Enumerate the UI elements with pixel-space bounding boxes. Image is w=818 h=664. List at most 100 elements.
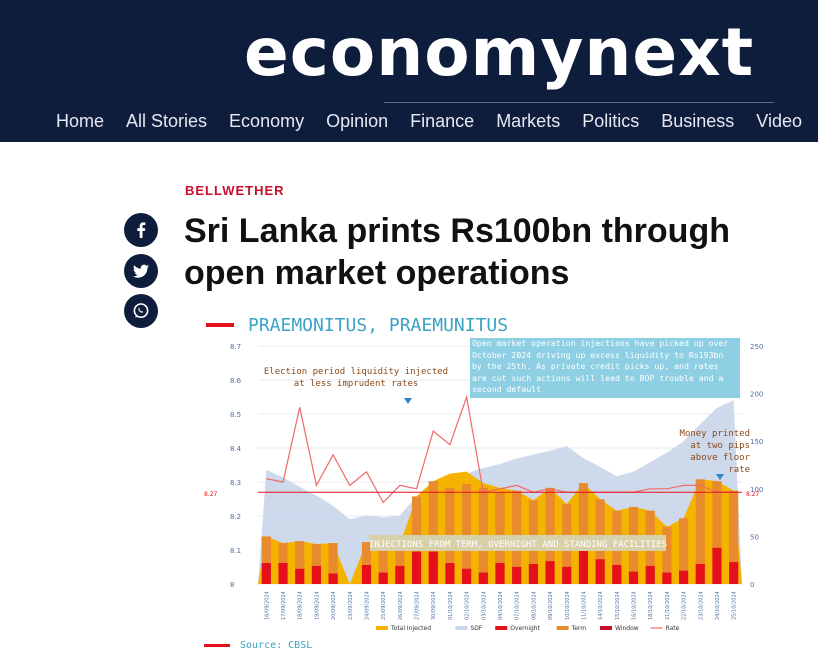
facebook-icon — [137, 222, 146, 238]
annotation-box-text-wrap: Open market operation injections have pi… — [472, 338, 728, 394]
nav-item-home[interactable]: Home — [56, 111, 105, 131]
chart-legend: Total Injected SDF Overnight Term Window Rate — [376, 625, 680, 632]
site-header: economynext Home All Stories Economy Opi… — [0, 0, 818, 142]
overnight-bar — [628, 571, 639, 584]
overnight-bar — [378, 572, 388, 584]
x-tick-label: 10/10/2024 — [565, 591, 571, 620]
election-annotation: Election period liquidity injected at le… — [263, 367, 449, 389]
injections-annotation: INJECTIONS FROM TERM, OVERNIGHT AND STAN… — [369, 540, 667, 550]
election-arrow-icon — [404, 398, 412, 404]
left-tick-label: 8 — [230, 581, 234, 589]
term-bar — [311, 544, 322, 584]
x-tick-label: 14/10/2024 — [598, 591, 604, 620]
nav-divider — [384, 102, 774, 103]
overnight-bar — [478, 572, 488, 584]
overnight-bar — [695, 564, 705, 584]
overnight-bar — [295, 568, 305, 584]
whatsapp-share-button[interactable] — [124, 294, 158, 328]
x-tick-label: 21/10/2024 — [665, 591, 671, 620]
whatsapp-icon — [133, 303, 149, 319]
nav-item-finance[interactable]: Finance — [410, 111, 475, 131]
nav-item-politics[interactable]: Politics — [582, 111, 640, 131]
left-tick-label: 8.5 — [230, 411, 241, 419]
nav-item-markets[interactable]: Markets — [496, 111, 561, 131]
article-chart: PRAEMONITUS, PRAEMUNITUS 8 8.1 8.2 8.3 8.4 8.… — [200, 306, 770, 664]
left-tick-label: 8.2 — [230, 513, 241, 521]
legend-swatch — [376, 626, 388, 630]
nav-item-business[interactable]: Business — [661, 111, 735, 131]
left-tick-label: 8.4 — [230, 445, 242, 453]
overnight-bar — [445, 563, 455, 584]
term-bar — [428, 481, 438, 584]
x-tick-label: 25/10/2024 — [732, 591, 738, 620]
x-tick-label: 16/10/2024 — [632, 591, 638, 620]
x-tick-label: 22/10/2024 — [682, 591, 688, 620]
term-bar — [712, 481, 722, 584]
x-axis: 16/09/2024 17/09/2024 18/09/2024 19/09/2024… — [264, 591, 737, 620]
overnight-bar — [328, 573, 338, 584]
overnight-bar — [578, 549, 589, 584]
overnight-bar — [612, 564, 622, 584]
nav-item-video[interactable]: Video — [756, 111, 802, 131]
term-bar — [695, 479, 705, 584]
x-tick-label: 26/09/2024 — [398, 591, 404, 620]
rate-line — [266, 394, 734, 504]
x-tick-label: 24/10/2024 — [715, 591, 721, 620]
term-bar — [361, 542, 372, 584]
term-bar — [261, 536, 271, 584]
overnight-bar — [411, 551, 422, 584]
facebook-share-button[interactable] — [124, 213, 158, 247]
left-axis: 8 8.1 8.2 8.3 8.4 8.5 8.6 8.7 — [230, 343, 242, 589]
overnight-bar — [278, 563, 288, 584]
legend-swatch — [556, 626, 569, 630]
x-tick-label: 23/10/2024 — [698, 591, 704, 620]
overnight-bar — [595, 559, 605, 584]
x-tick-label: 19/09/2024 — [314, 591, 320, 620]
rate-marker-right: 8.27 — [746, 491, 760, 498]
term-bar — [295, 541, 305, 584]
overnight-bar — [495, 563, 505, 584]
main-nav: Home All Stories Economy Opinion Finance… — [56, 108, 818, 134]
left-tick-label: 8.6 — [230, 377, 242, 385]
excess-note-wrap: EXCESS DEPOSITS IN SDF WINDOW — [557, 437, 655, 459]
annotation-box — [470, 338, 740, 398]
twitter-share-button[interactable] — [124, 254, 158, 288]
right-axis: 0 50 100 150 200 250 — [750, 343, 763, 589]
overnight-bar — [545, 561, 555, 584]
legend-swatch — [600, 626, 612, 630]
legend-swatch — [455, 626, 468, 630]
x-tick-label: 07/10/2024 — [515, 591, 521, 620]
x-tick-label: 18/09/2024 — [298, 591, 304, 620]
x-tick-label: 15/10/2024 — [615, 591, 621, 620]
legend-label: Rate — [666, 625, 680, 632]
rate-marker-left: 8.27 — [204, 491, 218, 498]
term-bar — [462, 484, 472, 584]
x-tick-label: 23/09/2024 — [348, 591, 354, 620]
overnight-bar — [395, 565, 405, 584]
overnight-bar — [712, 547, 722, 584]
overnight-bar — [678, 570, 689, 584]
nav-item-opinion[interactable]: Opinion — [326, 111, 389, 131]
overnight-bar — [512, 566, 522, 584]
money-arrow-icon — [716, 474, 724, 480]
twitter-icon — [133, 264, 149, 278]
site-logo[interactable]: economynext — [244, 14, 755, 91]
excess-annotation: EXCESS DEPOSITS IN SDF WINDOW — [557, 437, 655, 459]
term-bar — [395, 544, 405, 584]
term-bar — [328, 543, 338, 584]
overnight-bar — [645, 565, 655, 584]
overnight-bar — [361, 564, 372, 584]
nav-item-all-stories[interactable]: All Stories — [126, 111, 208, 131]
legend-label: Overnight — [510, 625, 540, 632]
overnight-bar — [662, 572, 672, 584]
x-tick-label: 02/10/2024 — [465, 591, 471, 620]
overnight-bar — [562, 566, 572, 584]
x-tick-label: 09/10/2024 — [548, 591, 554, 620]
overnight-bar — [261, 563, 271, 584]
liquidity-chart: PRAEMONITUS, PRAEMUNITUS 8 8.1 8.2 8.3 8.4 8.… — [200, 306, 770, 664]
injections-label-bg — [370, 535, 666, 551]
right-tick-label: 150 — [750, 438, 763, 446]
article-kicker[interactable]: BELLWETHER — [185, 183, 285, 198]
x-tick-label: 16/09/2024 — [264, 591, 270, 620]
nav-item-economy[interactable]: Economy — [229, 111, 305, 131]
